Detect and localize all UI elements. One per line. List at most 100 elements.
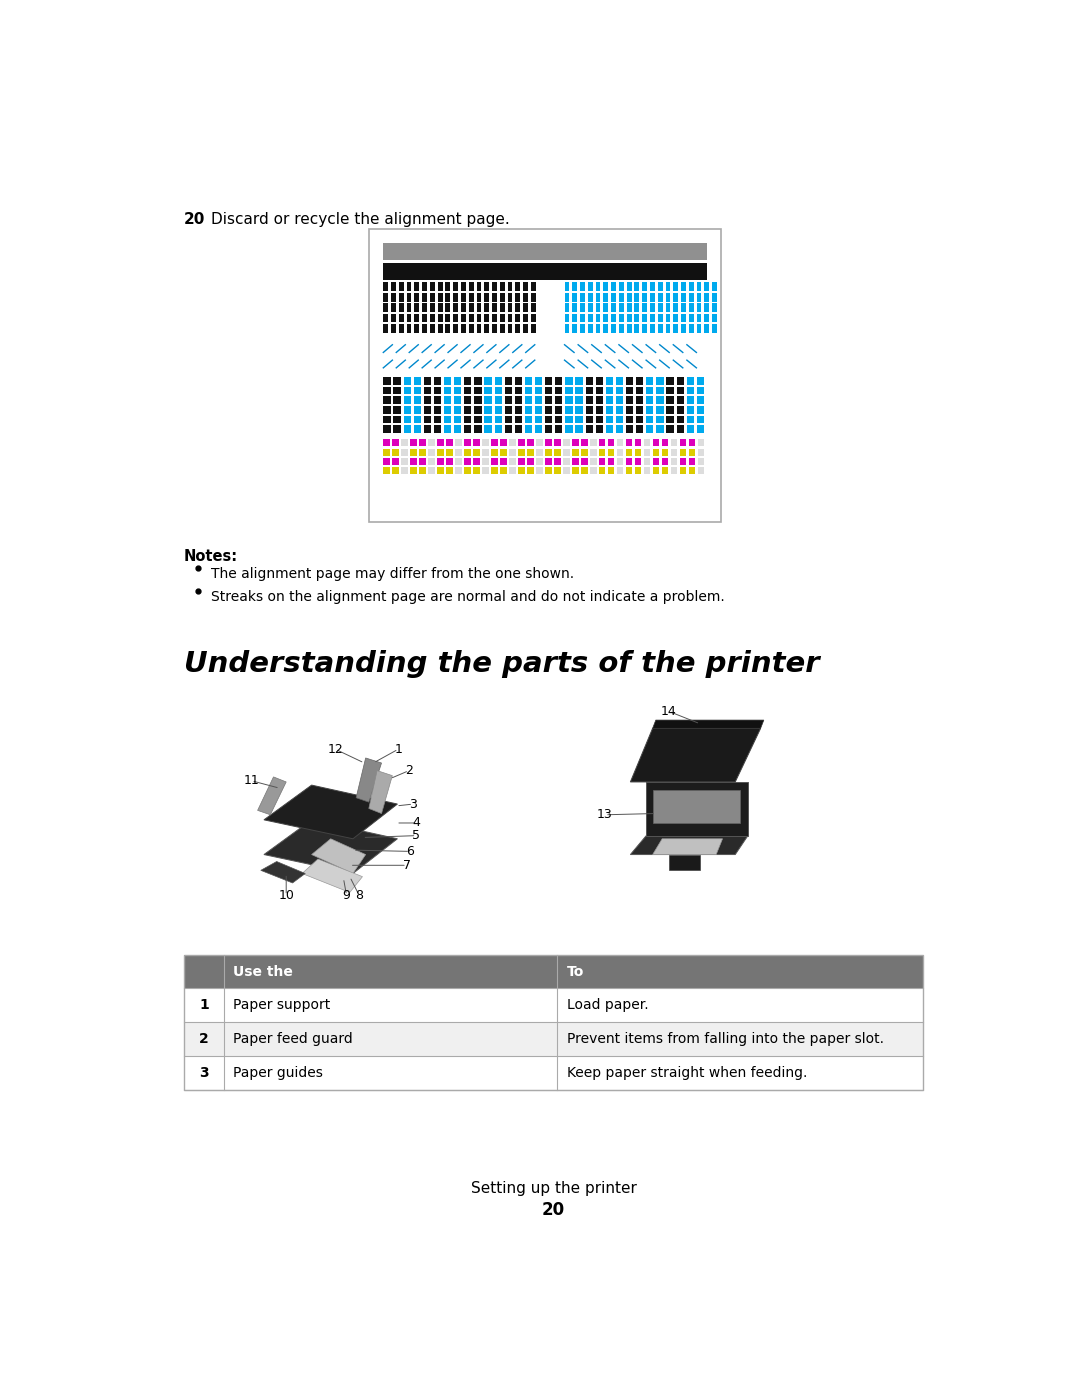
Bar (671, 458, 677, 465)
Bar (491, 440, 498, 447)
Text: Notes:: Notes: (184, 549, 238, 564)
Bar (697, 282, 701, 291)
Text: 8: 8 (355, 888, 363, 902)
Bar (643, 282, 647, 291)
Bar (500, 324, 504, 332)
Bar (525, 377, 532, 384)
Bar (545, 397, 552, 404)
Bar (599, 440, 606, 447)
Bar (626, 448, 633, 455)
Bar (434, 415, 441, 423)
Bar (518, 448, 525, 455)
Bar (671, 440, 677, 447)
Bar (563, 448, 569, 455)
Bar (581, 448, 588, 455)
Bar (474, 387, 482, 394)
Bar (635, 458, 642, 465)
Bar (545, 377, 552, 384)
Bar (697, 377, 704, 384)
Bar (689, 448, 696, 455)
Bar (581, 467, 588, 474)
Bar (619, 313, 624, 323)
Bar (500, 440, 507, 447)
Bar (492, 313, 497, 323)
Text: 7: 7 (403, 859, 411, 872)
Bar (454, 407, 461, 414)
Bar (523, 282, 528, 291)
Bar (508, 324, 512, 332)
Bar (469, 282, 474, 291)
Bar (572, 324, 577, 332)
Bar (644, 448, 650, 455)
Bar (430, 293, 435, 302)
Bar (444, 387, 451, 394)
Text: 6: 6 (406, 845, 414, 858)
Bar (184, 954, 923, 1090)
Bar (604, 282, 608, 291)
Bar (525, 407, 532, 414)
Bar (572, 313, 577, 323)
Bar (635, 467, 642, 474)
Bar (454, 377, 461, 384)
Bar (712, 282, 717, 291)
Bar (508, 282, 512, 291)
Bar (482, 440, 488, 447)
Bar (673, 282, 678, 291)
Bar (469, 293, 474, 302)
Bar (643, 293, 647, 302)
Bar (393, 387, 401, 394)
Bar (414, 387, 421, 394)
Bar (697, 324, 701, 332)
Bar (531, 313, 536, 323)
Text: Prevent items from falling into the paper slot.: Prevent items from falling into the pape… (567, 1032, 883, 1046)
Bar (643, 324, 647, 332)
Bar (563, 467, 569, 474)
Bar (595, 293, 600, 302)
Bar (681, 303, 686, 312)
Bar (423, 387, 431, 394)
Bar (445, 282, 450, 291)
Bar (430, 282, 435, 291)
Bar (406, 282, 411, 291)
Bar (626, 303, 632, 312)
Polygon shape (264, 785, 397, 838)
Bar (495, 387, 502, 394)
Text: Streaks on the alignment page are normal and do not indicate a problem.: Streaks on the alignment page are normal… (211, 590, 725, 604)
Bar (419, 458, 426, 465)
Bar (704, 313, 710, 323)
Bar (580, 282, 585, 291)
Bar (665, 293, 671, 302)
Bar (689, 293, 693, 302)
Bar (469, 324, 474, 332)
Bar (434, 425, 441, 433)
Bar (392, 440, 399, 447)
Bar (580, 324, 585, 332)
Bar (404, 387, 410, 394)
Bar (634, 293, 639, 302)
Bar (464, 397, 472, 404)
Bar (415, 303, 419, 312)
Bar (689, 458, 696, 465)
Bar (406, 324, 411, 332)
Bar (474, 415, 482, 423)
Bar (446, 440, 453, 447)
Bar (429, 458, 434, 465)
Bar (454, 387, 461, 394)
Bar (676, 425, 684, 433)
Bar (697, 313, 701, 323)
Bar (482, 458, 488, 465)
Bar (635, 448, 642, 455)
Bar (689, 303, 693, 312)
Bar (697, 293, 701, 302)
Bar (423, 377, 431, 384)
Bar (504, 407, 512, 414)
Text: 9: 9 (342, 888, 351, 902)
Bar (646, 407, 653, 414)
Bar (606, 407, 613, 414)
Bar (576, 415, 583, 423)
Bar (444, 407, 451, 414)
Bar (565, 303, 569, 312)
Bar (515, 425, 522, 433)
Bar (565, 397, 572, 404)
Bar (476, 303, 482, 312)
